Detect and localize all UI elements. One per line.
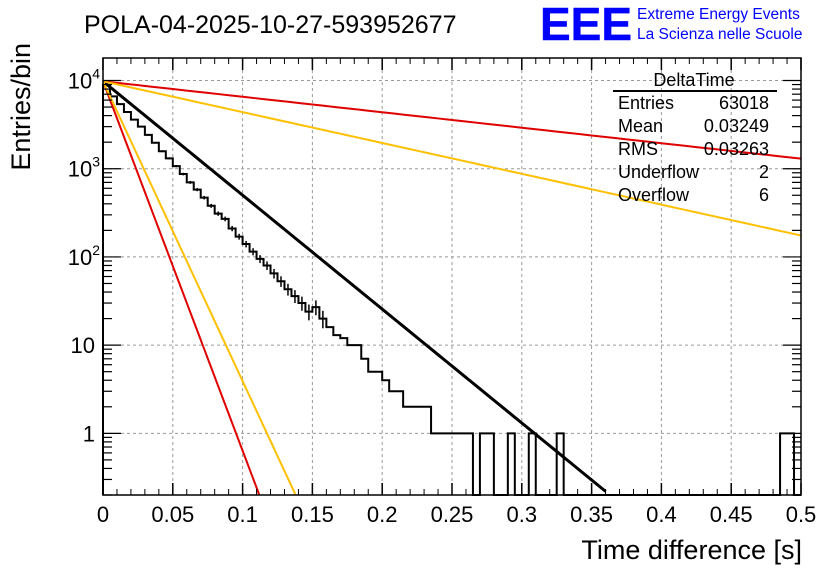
logo-text: EEE	[540, 0, 632, 50]
stats-title: DeltaTime	[653, 70, 734, 90]
grid	[103, 58, 801, 495]
stats-label: RMS	[618, 139, 658, 159]
stats-value: 0.03249	[704, 116, 769, 136]
y-tick-label: 10	[71, 333, 95, 358]
x-tick-label: 0.45	[710, 502, 753, 527]
x-tick-label: 0.35	[570, 502, 613, 527]
stats-box: DeltaTime Entries 63018 Mean 0.03249 RMS 0.03…	[613, 70, 777, 205]
x-tick-label: 0.1	[227, 502, 258, 527]
y-tick-label: 103	[68, 154, 100, 182]
eee-logo: EEE Extreme Energy Events La Scienza nel…	[540, 0, 803, 50]
y-tick-label: 104	[68, 66, 100, 94]
stats-value: 0.03263	[704, 139, 769, 159]
stats-label: Overflow	[618, 185, 690, 205]
logo-line1: Extreme Energy Events	[637, 6, 800, 23]
stats-label: Entries	[618, 93, 674, 113]
x-tick-label: 0.5	[786, 502, 817, 527]
x-tick-label: 0.05	[151, 502, 194, 527]
x-axis-label: Time difference [s]	[581, 535, 802, 565]
curves	[102, 80, 802, 496]
x-tick-label: 0.2	[367, 502, 398, 527]
stats-value: 2	[759, 162, 769, 182]
chart-title: POLA-04-2025-10-27-593952677	[84, 11, 457, 39]
stats-value: 63018	[719, 93, 769, 113]
axes: 0 0.05 0.1 0.15 0.2 0.25 0.3 0.35 0.4 0.45 0.5 1 10 1…	[68, 57, 817, 527]
curve-red-fast	[102, 80, 261, 496]
curve-yellow-slow	[102, 80, 802, 237]
y-axis-label: Entries/bin	[6, 43, 36, 171]
x-tick-label: 0	[97, 502, 109, 527]
x-tick-label: 0.3	[507, 502, 538, 527]
x-tick-label: 0.4	[646, 502, 677, 527]
logo-line2: La Scienza nelle Scuole	[637, 26, 802, 43]
curve-fit	[102, 80, 607, 493]
curve-red-slow	[102, 80, 802, 160]
stats-label: Underflow	[618, 162, 700, 182]
y-tick-label: 102	[68, 242, 100, 270]
stats-value: 6	[759, 185, 769, 205]
x-tick-label: 0.15	[291, 502, 334, 527]
x-tick-label: 0.25	[431, 502, 474, 527]
stats-label: Mean	[618, 116, 663, 136]
curve-yellow-fast	[102, 80, 297, 496]
y-tick-label: 1	[83, 421, 95, 446]
